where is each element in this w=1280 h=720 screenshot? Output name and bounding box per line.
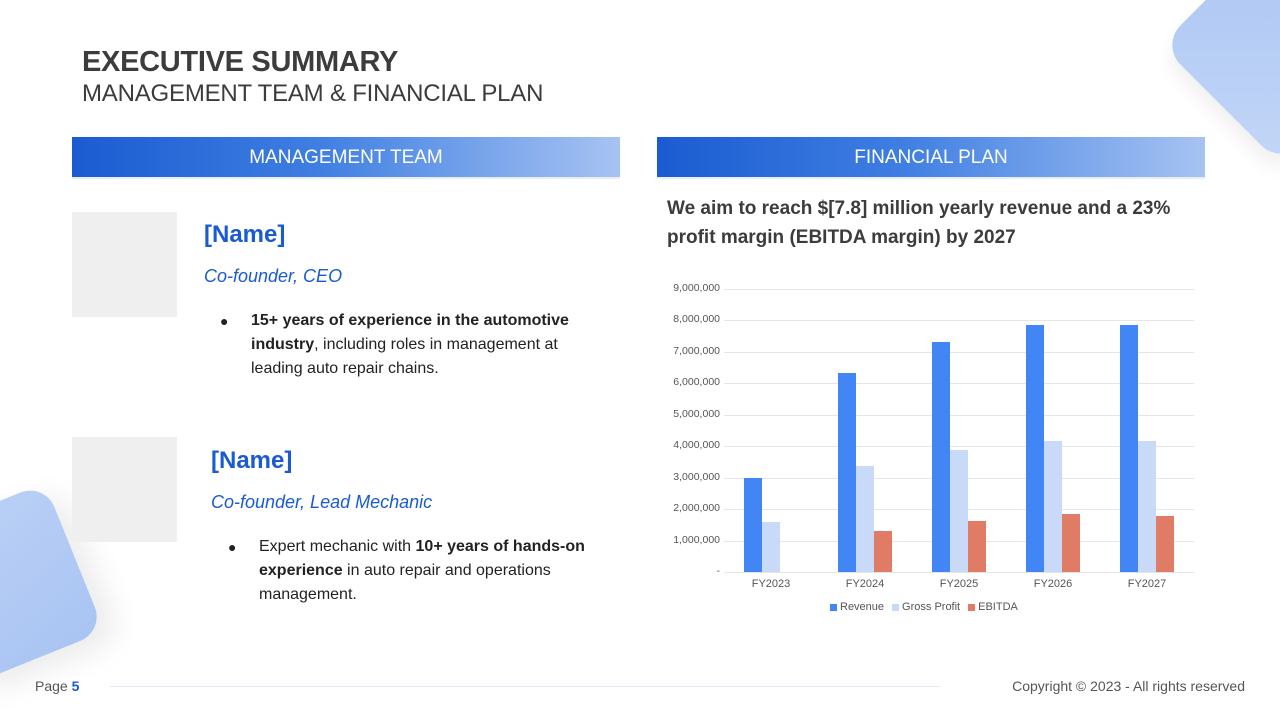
legend-item: Gross Profit (892, 601, 960, 613)
person-role: Co-founder, CEO (204, 266, 343, 286)
copyright-text: Copyright © 2023 - All rights reserved (1012, 678, 1245, 694)
gridline (724, 320, 1194, 322)
person-role: Co-founder, Lead Mechanic (211, 492, 433, 512)
y-axis-tick-label: 6,000,000 (673, 376, 720, 389)
bar-gross-profit (762, 522, 780, 572)
person-bio: 15+ years of experience in the automotiv… (251, 312, 569, 377)
gridline (724, 572, 1194, 573)
gridline (724, 289, 1194, 290)
bar-ebitda (1062, 514, 1080, 572)
x-axis-tick-label: FY2027 (1127, 578, 1167, 590)
financial-statement: We aim to reach $[7.8] million yearly re… (667, 198, 1171, 248)
legend-swatch-icon (892, 603, 900, 611)
person-name: [Name] (204, 221, 286, 248)
legend-item: Revenue (830, 601, 884, 613)
legend-swatch-icon (968, 603, 976, 611)
bar-ebitda (1156, 515, 1174, 572)
legend-item: EBITDA (968, 601, 1018, 613)
y-axis-tick-label: 1,000,000 (673, 533, 720, 546)
page-title: EXECUTIVE SUMMARY (82, 46, 399, 78)
person-bio: Expert mechanic with 10+ years of hands-… (259, 538, 585, 603)
gridline (724, 351, 1194, 353)
x-axis-tick-label: FY2025 (939, 578, 979, 590)
person-photo-placeholder (72, 212, 177, 317)
gridline (724, 446, 1194, 448)
y-axis-tick-label: - (716, 565, 721, 577)
financial-plan-header: FINANCIAL PLAN (657, 137, 1205, 179)
legend-label: EBITDA (978, 601, 1018, 613)
person-name: [Name] (211, 447, 293, 474)
bar-gross-profit (1138, 440, 1156, 572)
bar-revenue (1120, 324, 1138, 572)
x-axis-tick-label: FY2024 (845, 578, 885, 590)
page-indicator: Page 5 (35, 678, 80, 694)
management-team-header: MANAGEMENT TEAM (72, 137, 620, 179)
y-axis-tick-label: 7,000,000 (673, 344, 720, 357)
bullet-icon: ● (228, 539, 237, 555)
x-axis-tick-label: FY2023 (751, 578, 791, 590)
bar-gross-profit (950, 449, 968, 572)
legend-label: Revenue (840, 601, 885, 613)
page-subtitle: MANAGEMENT TEAM & FINANCIAL PLAN (82, 80, 544, 107)
legend-swatch-icon (830, 603, 837, 611)
bar-revenue (838, 372, 856, 572)
y-axis-tick-label: 2,000,000 (673, 502, 720, 515)
y-axis-tick-label: 5,000,000 (673, 407, 720, 420)
bar-gross-profit (856, 465, 874, 572)
y-axis-tick-label: 4,000,000 (673, 439, 720, 452)
gridline (724, 383, 1194, 385)
y-axis-tick-label: 8,000,000 (673, 313, 720, 326)
bar-revenue (1026, 324, 1044, 572)
y-axis-tick-label: 9,000,000 (673, 282, 720, 294)
gridline (724, 414, 1194, 416)
bar-gross-profit (1044, 440, 1062, 572)
chart-legend: Revenue Gross Profit EBITDA (830, 601, 1018, 613)
person-photo-placeholder (72, 437, 177, 542)
x-axis-tick-label: FY2026 (1033, 578, 1073, 590)
bar-ebitda (968, 521, 986, 572)
financial-bar-chart: 9,000,000 8,000,000 7,000,000 6,000,000 5,00… (650, 280, 1210, 620)
footer-divider (110, 686, 940, 687)
y-axis-tick-label: 3,000,000 (673, 470, 720, 483)
bullet-icon: ● (220, 313, 229, 329)
bar-revenue (932, 341, 950, 572)
bar-ebitda (874, 530, 892, 572)
page-number: 5 (71, 678, 80, 694)
legend-label: Gross Profit (902, 601, 961, 613)
bar-revenue (744, 477, 762, 572)
